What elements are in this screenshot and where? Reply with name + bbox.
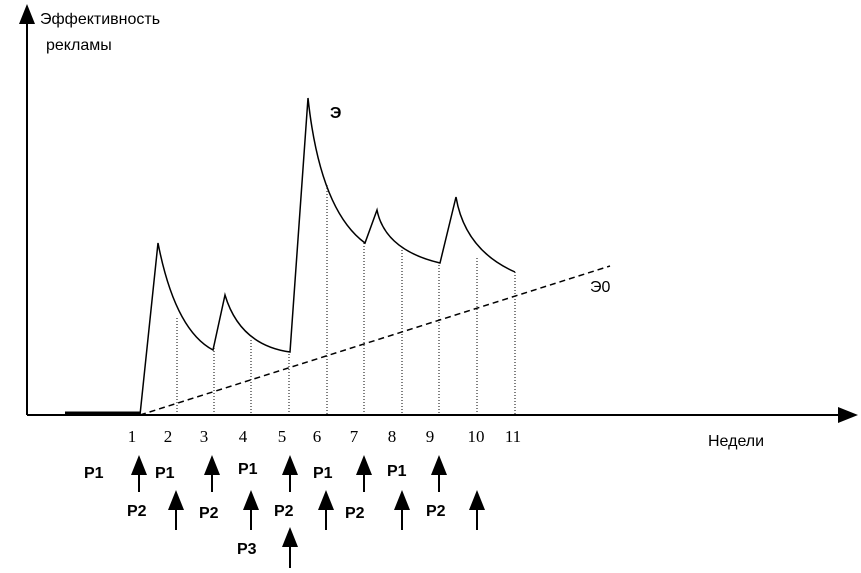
schedule-label: P1 — [387, 463, 407, 480]
effect-label: Э — [330, 105, 341, 122]
week-label: 5 — [278, 427, 287, 446]
baseline-curve — [139, 265, 611, 416]
schedule-label: P2 — [127, 503, 147, 520]
effect-curve — [139, 97, 516, 416]
schedule-label: P1 — [238, 461, 258, 478]
week-label: 2 — [164, 427, 173, 446]
schedule-label: P1 — [84, 465, 104, 482]
y-label: рекламы — [46, 37, 112, 54]
schedule-label: P3 — [237, 541, 257, 558]
x-label: Недели — [708, 433, 764, 450]
schedule-label: P1 — [155, 465, 175, 482]
week-label: 10 — [468, 427, 485, 446]
week-label: 8 — [388, 427, 397, 446]
week-label: 11 — [505, 427, 521, 446]
week-label: 1 — [128, 427, 137, 446]
schedule-label: P1 — [313, 465, 333, 482]
week-label: 4 — [239, 427, 248, 446]
schedule-label: P2 — [274, 503, 294, 520]
drop-lines — [176, 185, 516, 415]
week-labels: 1 2 3 4 5 6 7 8 9 10 11 — [128, 427, 521, 446]
schedule-label: P2 — [426, 503, 446, 520]
week-label: 9 — [426, 427, 435, 446]
arrows — [131, 455, 485, 568]
schedule-label: P2 — [345, 505, 365, 522]
y-label: Эффективность — [40, 11, 160, 28]
week-label: 6 — [313, 427, 322, 446]
schedule-label: P2 — [199, 505, 219, 522]
baseline-label: Э0 — [590, 279, 611, 296]
week-label: 7 — [350, 427, 359, 446]
week-label: 3 — [200, 427, 209, 446]
